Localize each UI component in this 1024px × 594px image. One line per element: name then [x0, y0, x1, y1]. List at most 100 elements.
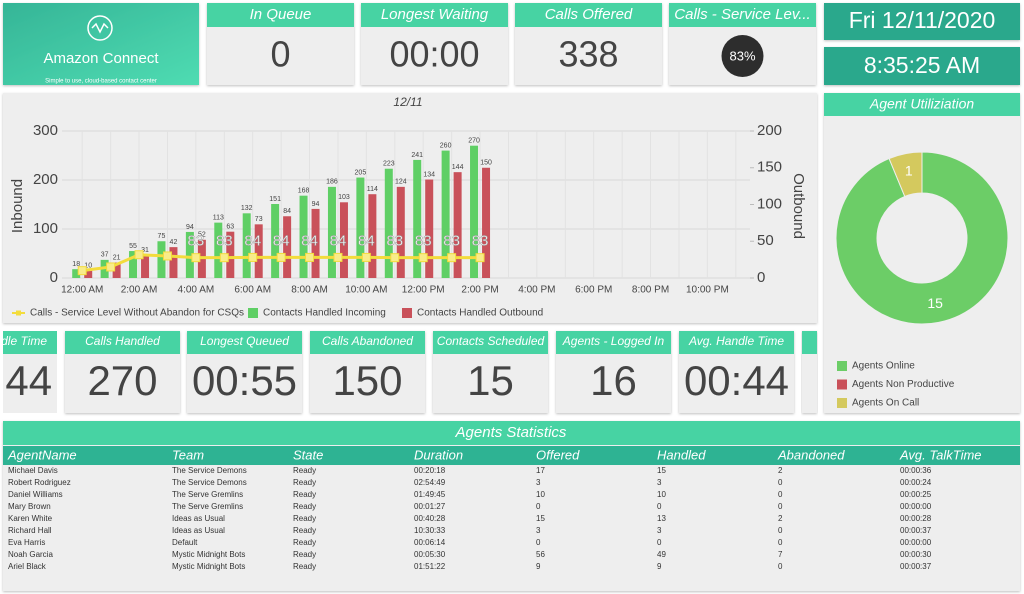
y-tick-label: 200: [33, 171, 58, 188]
line-marker: [219, 253, 229, 263]
table-cell: The Serve Gremlins: [172, 490, 243, 499]
donut-label: 15: [927, 295, 943, 311]
time-box: [824, 47, 1020, 85]
table-column-header: Abandoned: [777, 447, 845, 462]
kpi-tile-group: Longest Queued 00:55: [187, 331, 302, 413]
logo-icon: [87, 15, 113, 41]
table-cell: 13: [657, 514, 666, 523]
bar-value-label: 103: [338, 194, 350, 201]
kpi-tile-header: [433, 331, 548, 354]
table-cell: 15: [536, 514, 545, 523]
table-cell: 0: [778, 562, 783, 571]
table-cell: Ready: [293, 550, 316, 559]
bar-value-label: 186: [326, 179, 338, 186]
kpi-tile-header: [310, 331, 425, 354]
table-cell: 2: [778, 466, 783, 475]
kpi-tile-header: [187, 331, 302, 354]
line-value-label: 84: [358, 232, 375, 249]
table-cell: Karen White: [8, 514, 53, 523]
bar: [242, 213, 251, 278]
line-value-label: 84: [273, 232, 290, 249]
table-cell: Michael Davis: [8, 466, 58, 475]
logo-title: Amazon Connect: [43, 50, 159, 67]
table-cell: 0: [657, 502, 662, 511]
y2-tick-label: 0: [757, 269, 765, 286]
donut-segment: [835, 151, 1009, 325]
table-cell: Ready: [293, 478, 316, 487]
kpi-value: 00:44: [684, 357, 789, 404]
table-column-header: Avg. TalkTime: [899, 447, 982, 462]
bar: [482, 167, 491, 278]
table-cell: 00:00:37: [900, 562, 932, 571]
bar-value-label: 18: [72, 261, 80, 268]
partial-tile-header: [802, 331, 817, 354]
legend-swatch-marker: [16, 310, 21, 316]
bar: [214, 222, 223, 278]
x-tick-label: 12:00 PM: [402, 285, 445, 296]
table-cell: Eva Harris: [8, 538, 45, 547]
table-cell: Mary Brown: [8, 502, 51, 511]
table-cell: Default: [172, 538, 198, 547]
kpi-tile-group: Calls Abandoned 150: [310, 331, 425, 413]
table-column-header: Offered: [536, 447, 580, 462]
x-tick-label: 4:00 AM: [178, 285, 215, 296]
bar-value-label: 151: [269, 196, 281, 203]
x-tick-label: 4:00 PM: [518, 285, 555, 296]
table-cell: 00:00:24: [900, 478, 932, 487]
table-cell: 00:20:18: [414, 466, 446, 475]
bar-value-label: 270: [468, 138, 480, 145]
bar-value-label: 37: [101, 252, 109, 259]
table-cell: 0: [536, 502, 541, 511]
bar: [384, 168, 393, 278]
table-cell: 00:01:27: [414, 502, 446, 511]
bar: [129, 251, 138, 278]
table-cell: 00:00:37: [900, 526, 932, 535]
kpi-value: 0: [270, 34, 290, 75]
utilization-header: [824, 93, 1020, 116]
table-cell: 9: [657, 562, 662, 571]
line-marker: [162, 251, 172, 261]
x-tick-label: 8:00 PM: [632, 285, 669, 296]
kpi-label: Agents - Logged In: [562, 334, 665, 348]
table-cell: Richard Hall: [8, 526, 52, 535]
bar-value-label: 42: [170, 239, 178, 246]
table-cell: 0: [536, 538, 541, 547]
bar-value-label: 75: [158, 233, 166, 240]
table-header-row: [3, 446, 1020, 465]
logo-icon-wave: [91, 22, 109, 34]
kpi-label: In Queue: [250, 6, 312, 23]
legend-swatch: [248, 308, 258, 318]
kpi-tile-group: Contacts Scheduled 15: [433, 331, 548, 413]
legend-swatch: [837, 379, 847, 390]
table-cell: 00:00:25: [900, 490, 932, 499]
bar-value-label: 260: [440, 142, 452, 149]
kpi-tile-header: [669, 3, 816, 27]
bar: [425, 179, 434, 278]
bar: [283, 216, 292, 278]
kpi-value: 00:44: [0, 357, 52, 404]
x-tick-label: 6:00 AM: [234, 285, 271, 296]
table-cell: 00:00:28: [900, 514, 932, 523]
bar: [311, 208, 320, 278]
bar: [141, 255, 150, 278]
table-cell: 00:40:28: [414, 514, 446, 523]
utilization-title: Agent Utiliziation: [869, 96, 974, 112]
table-cell: Ready: [293, 562, 316, 571]
kpi-label: Contacts Scheduled: [437, 334, 545, 348]
y-tick-label: 0: [50, 269, 58, 286]
bar: [185, 231, 194, 278]
line-value-label: 83: [472, 233, 489, 250]
table-cell: 15: [657, 466, 666, 475]
bar-value-label: 223: [383, 161, 395, 168]
line-value-label: 83: [216, 233, 233, 250]
table-title: Agents Statistics: [455, 424, 567, 441]
bar-value-label: 150: [480, 160, 492, 167]
kpi-label: Calls - Service Lev...: [674, 6, 810, 23]
table-column-header: Handled: [657, 447, 706, 462]
bar: [368, 194, 377, 278]
table-cell: Mystic Midnight Bots: [172, 550, 245, 559]
bar-value-label: 21: [113, 254, 121, 261]
table-cell: The Service Demons: [172, 478, 247, 487]
table-cell: 3: [536, 478, 541, 487]
bar: [84, 270, 93, 278]
